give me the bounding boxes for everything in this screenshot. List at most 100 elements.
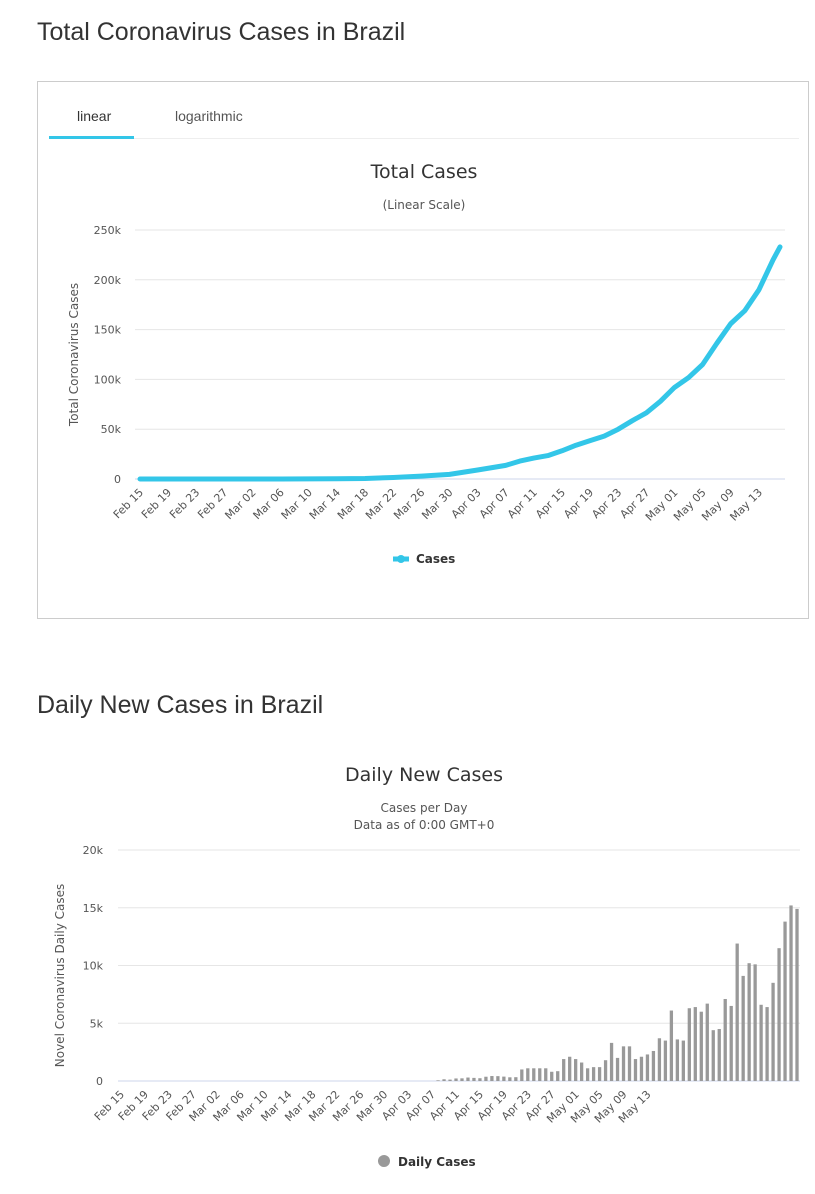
scale-tabs: linear logarithmic: [49, 100, 799, 139]
bar-daily-cases: [765, 1007, 769, 1081]
x-tick-label: Mar 30: [354, 1088, 390, 1124]
x-tick-label: Feb 23: [167, 486, 202, 521]
bar-daily-cases: [621, 1046, 626, 1081]
x-tick-label: Mar 22: [306, 1088, 342, 1124]
y-tick-label: 10k: [83, 960, 104, 973]
bar-daily-cases: [693, 1007, 697, 1081]
bar-daily-cases: [747, 963, 751, 1081]
bar-daily-cases: [645, 1054, 650, 1081]
bar-daily-cases: [789, 905, 793, 1081]
bar-daily-cases: [603, 1060, 608, 1081]
series-line-cases: [137, 244, 783, 482]
y-tick-label: 0: [114, 473, 121, 486]
x-tick-label: Feb 15: [111, 486, 146, 521]
x-tick-label: Apr 03: [379, 1088, 414, 1123]
x-tick-label: Apr 07: [477, 486, 512, 521]
bar-daily-cases: [579, 1062, 584, 1081]
x-tick-label: Mar 14: [258, 1088, 294, 1124]
x-tick-label: Mar 30: [419, 486, 455, 522]
bar-daily-cases: [795, 908, 799, 1081]
legend-marker-cases: [397, 555, 405, 563]
x-tick-label: Mar 02: [187, 1088, 223, 1124]
bar-daily-cases: [532, 1068, 536, 1081]
x-tick-label: Apr 15: [451, 1088, 486, 1123]
bar-daily-cases: [466, 1077, 470, 1081]
bar-daily-cases: [753, 964, 757, 1081]
bar-daily-cases: [681, 1040, 685, 1081]
bar-daily-cases: [723, 998, 727, 1081]
bar-daily-cases: [556, 1071, 560, 1081]
bar-daily-cases: [538, 1068, 542, 1081]
bar-daily-cases: [675, 1039, 680, 1081]
bar-daily-cases: [436, 1080, 440, 1081]
legend-label-daily-cases: Daily Cases: [398, 1155, 476, 1169]
chart-title: Total Cases: [370, 161, 478, 183]
bar-daily-cases: [544, 1068, 548, 1081]
x-tick-label: Mar 18: [282, 1088, 318, 1124]
y-tick-label: 15k: [83, 902, 104, 915]
bar-daily-cases: [771, 982, 775, 1081]
y-tick-label: 250k: [94, 224, 122, 237]
total-cases-chart-box: linear logarithmic Total Cases (Linear Sc…: [37, 81, 809, 619]
total-cases-chart: Total Cases (Linear Scale) 0 50k 100k 150k 200…: [67, 161, 785, 566]
bar-daily-cases: [741, 975, 745, 1081]
chart-subtitle: (Linear Scale): [383, 198, 466, 212]
bar-daily-cases: [550, 1071, 554, 1081]
bar-daily-cases: [478, 1078, 482, 1081]
bar-daily-cases: [585, 1068, 590, 1081]
bar-daily-cases: [615, 1057, 620, 1081]
x-tick-label: May 01: [544, 1088, 582, 1126]
x-tick-label: Apr 23: [589, 486, 624, 521]
bar-daily-cases: [496, 1076, 500, 1081]
bar-daily-cases: [651, 1050, 656, 1081]
total-cases-section-title: Total Coronavirus Cases in Brazil: [37, 18, 406, 46]
y-tick-label: 50k: [101, 423, 122, 436]
bar-daily-cases: [639, 1056, 644, 1081]
bar-daily-cases: [490, 1076, 494, 1081]
tab-linear[interactable]: linear: [77, 108, 112, 124]
bar-daily-cases: [699, 1011, 703, 1081]
bar-daily-cases: [597, 1067, 602, 1081]
legend-label-cases: Cases: [416, 552, 455, 566]
bar-daily-cases: [633, 1059, 638, 1081]
bar-daily-cases: [783, 921, 787, 1081]
x-tick-label: Mar 10: [234, 1088, 270, 1124]
bar-daily-cases: [514, 1077, 518, 1081]
x-tick-label: Apr 03: [449, 486, 484, 521]
x-tick-label: Apr 19: [561, 486, 596, 521]
bar-daily-cases: [609, 1042, 614, 1081]
bar-daily-cases: [759, 1004, 763, 1081]
bar-daily-cases: [711, 1030, 715, 1081]
y-tick-label: 20k: [83, 844, 104, 857]
tab-logarithmic[interactable]: logarithmic: [175, 108, 243, 124]
bar-daily-cases: [484, 1076, 488, 1081]
x-tick-label: May 09: [592, 1088, 630, 1126]
chart-title: Daily New Cases: [345, 764, 503, 786]
bar-daily-cases: [448, 1079, 452, 1081]
y-tick-label: 5k: [90, 1017, 104, 1030]
bar-daily-cases: [663, 1040, 668, 1081]
bar-daily-cases: [520, 1069, 524, 1081]
bar-daily-cases: [442, 1079, 446, 1081]
bar-daily-cases: [705, 1003, 709, 1081]
bar-daily-cases: [735, 943, 739, 1081]
bar-daily-cases: [526, 1068, 530, 1081]
bar-daily-cases: [472, 1077, 476, 1081]
bar-daily-cases: [460, 1078, 464, 1081]
x-tick-label: Feb 23: [140, 1088, 175, 1123]
bar-daily-cases: [568, 1056, 572, 1081]
chart-subtitle: Data as of 0:00 GMT+0: [354, 818, 495, 832]
bar-daily-cases: [591, 1067, 596, 1081]
y-axis-title: Total Coronavirus Cases: [67, 283, 81, 427]
x-tick-label: May 05: [568, 1088, 606, 1126]
daily-cases-section-title: Daily New Cases in Brazil: [37, 691, 324, 719]
bar-daily-cases: [454, 1078, 458, 1081]
x-tick-label: Feb 27: [164, 1088, 199, 1123]
y-tick-label: 0: [96, 1075, 103, 1088]
x-tick-label: Apr 23: [499, 1088, 534, 1123]
bar-daily-cases: [729, 1005, 733, 1081]
bar-daily-cases: [502, 1076, 506, 1081]
x-tick-label: Apr 07: [403, 1088, 438, 1123]
x-tick-label: Apr 11: [427, 1088, 462, 1123]
y-tick-label: 100k: [94, 373, 122, 386]
